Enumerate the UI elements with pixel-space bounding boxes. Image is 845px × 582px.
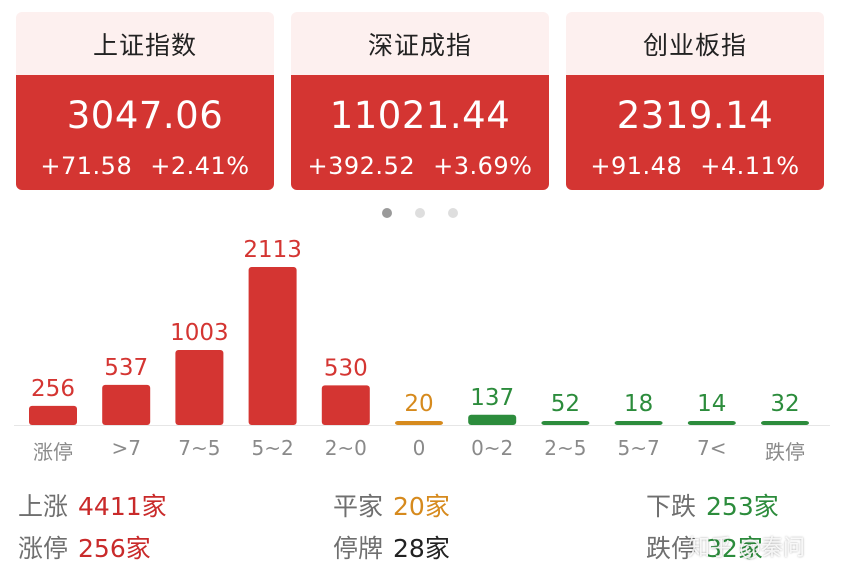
chart-category-label: 2~0 <box>324 436 367 460</box>
chart-value-label: 1003 <box>170 320 229 346</box>
chart-bar <box>614 421 663 425</box>
stat-value: 253家 <box>706 492 779 521</box>
chart-value-label: 20 <box>404 391 433 417</box>
chart-category-label: >7 <box>111 436 141 460</box>
chart-bar <box>541 421 590 425</box>
index-body: 11021.44 +392.52 +3.69% <box>291 75 549 190</box>
stat-suspended: 停牌 28家 <box>333 529 450 565</box>
chart-bar <box>248 267 297 425</box>
chart-bar <box>468 414 517 425</box>
carousel-dot-1[interactable] <box>382 208 392 218</box>
index-body: 3047.06 +71.58 +2.41% <box>16 75 274 190</box>
chart-value-label: 530 <box>324 355 368 381</box>
stat-value: 28家 <box>393 534 450 563</box>
index-value: 11021.44 <box>329 94 511 137</box>
chart-bar <box>102 384 151 425</box>
index-value: 2319.14 <box>616 94 774 137</box>
index-value: 3047.06 <box>66 94 224 137</box>
stat-label: 上涨 <box>18 492 69 521</box>
chart-value-label: 52 <box>551 391 580 417</box>
watermark: 知乎 @秦问 <box>688 536 805 561</box>
chart-value-label: 32 <box>770 391 799 417</box>
index-change: +71.58 <box>40 152 133 180</box>
index-pct: +4.11% <box>700 152 800 180</box>
chart-value-label: 2113 <box>243 237 302 263</box>
chart-category-label: 5~7 <box>617 436 660 460</box>
chart-category-label: 7< <box>697 436 727 460</box>
index-name: 深证成指 <box>291 12 549 75</box>
stat-limit-up: 涨停 256家 <box>18 529 151 565</box>
chart-category-label: 跌停 <box>765 440 805 464</box>
chart-bar <box>395 421 443 425</box>
stat-value: 20家 <box>393 492 450 521</box>
carousel-dot-3[interactable] <box>448 208 458 218</box>
index-name: 上证指数 <box>16 12 274 75</box>
stat-label: 停牌 <box>333 534 384 563</box>
index-card-sz[interactable]: 深证成指 11021.44 +392.52 +3.69% <box>291 12 549 190</box>
index-body: 2319.14 +91.48 +4.11% <box>566 75 824 190</box>
index-changes: +91.48 +4.11% <box>566 152 824 180</box>
index-pct: +2.41% <box>150 152 250 180</box>
index-name: 创业板指 <box>566 12 824 75</box>
chart-value-label: 137 <box>470 385 514 411</box>
chart-category-label: 7~5 <box>178 436 221 460</box>
stat-up: 上涨 4411家 <box>18 487 167 523</box>
chart-value-label: 18 <box>624 391 653 417</box>
chart-value-label: 537 <box>104 355 148 381</box>
stat-label: 下跌 <box>646 492 697 521</box>
stat-label: 跌停 <box>646 534 697 563</box>
stat-value: 32家 <box>706 534 763 563</box>
chart-bar <box>29 405 77 425</box>
chart-bar <box>321 385 370 425</box>
index-change: +91.48 <box>590 152 683 180</box>
stat-label: 平家 <box>333 492 384 521</box>
chart-bar <box>175 350 224 425</box>
index-card-cyb[interactable]: 创业板指 2319.14 +91.48 +4.11% <box>566 12 824 190</box>
stat-label: 涨停 <box>18 534 69 563</box>
chart-value-label: 256 <box>31 376 75 402</box>
stat-value: 4411家 <box>78 492 167 521</box>
chart-bar <box>761 421 809 425</box>
stat-down: 下跌 253家 <box>646 487 779 523</box>
stat-flat: 平家 20家 <box>333 487 450 523</box>
carousel-dot-2[interactable] <box>415 208 425 218</box>
chart-category-label: 0~2 <box>471 436 514 460</box>
index-changes: +392.52 +3.69% <box>291 152 549 180</box>
chart-value-label: 14 <box>697 391 726 417</box>
index-changes: +71.58 +2.41% <box>16 152 274 180</box>
index-change: +392.52 <box>307 152 416 180</box>
stat-limit-down: 跌停 32家 <box>646 529 763 565</box>
index-card-sh[interactable]: 上证指数 3047.06 +71.58 +2.41% <box>16 12 274 190</box>
distribution-chart: 256 537 1003 2113 530 20 137 52 18 14 32 <box>14 237 830 426</box>
index-pct: +3.69% <box>433 152 533 180</box>
chart-category-label: 5~2 <box>251 436 294 460</box>
chart-category-label: 涨停 <box>33 440 73 464</box>
chart-bar <box>687 421 736 425</box>
chart-category-label: 0 <box>412 436 426 460</box>
stat-value: 256家 <box>78 534 151 563</box>
chart-category-label: 2~5 <box>544 436 587 460</box>
